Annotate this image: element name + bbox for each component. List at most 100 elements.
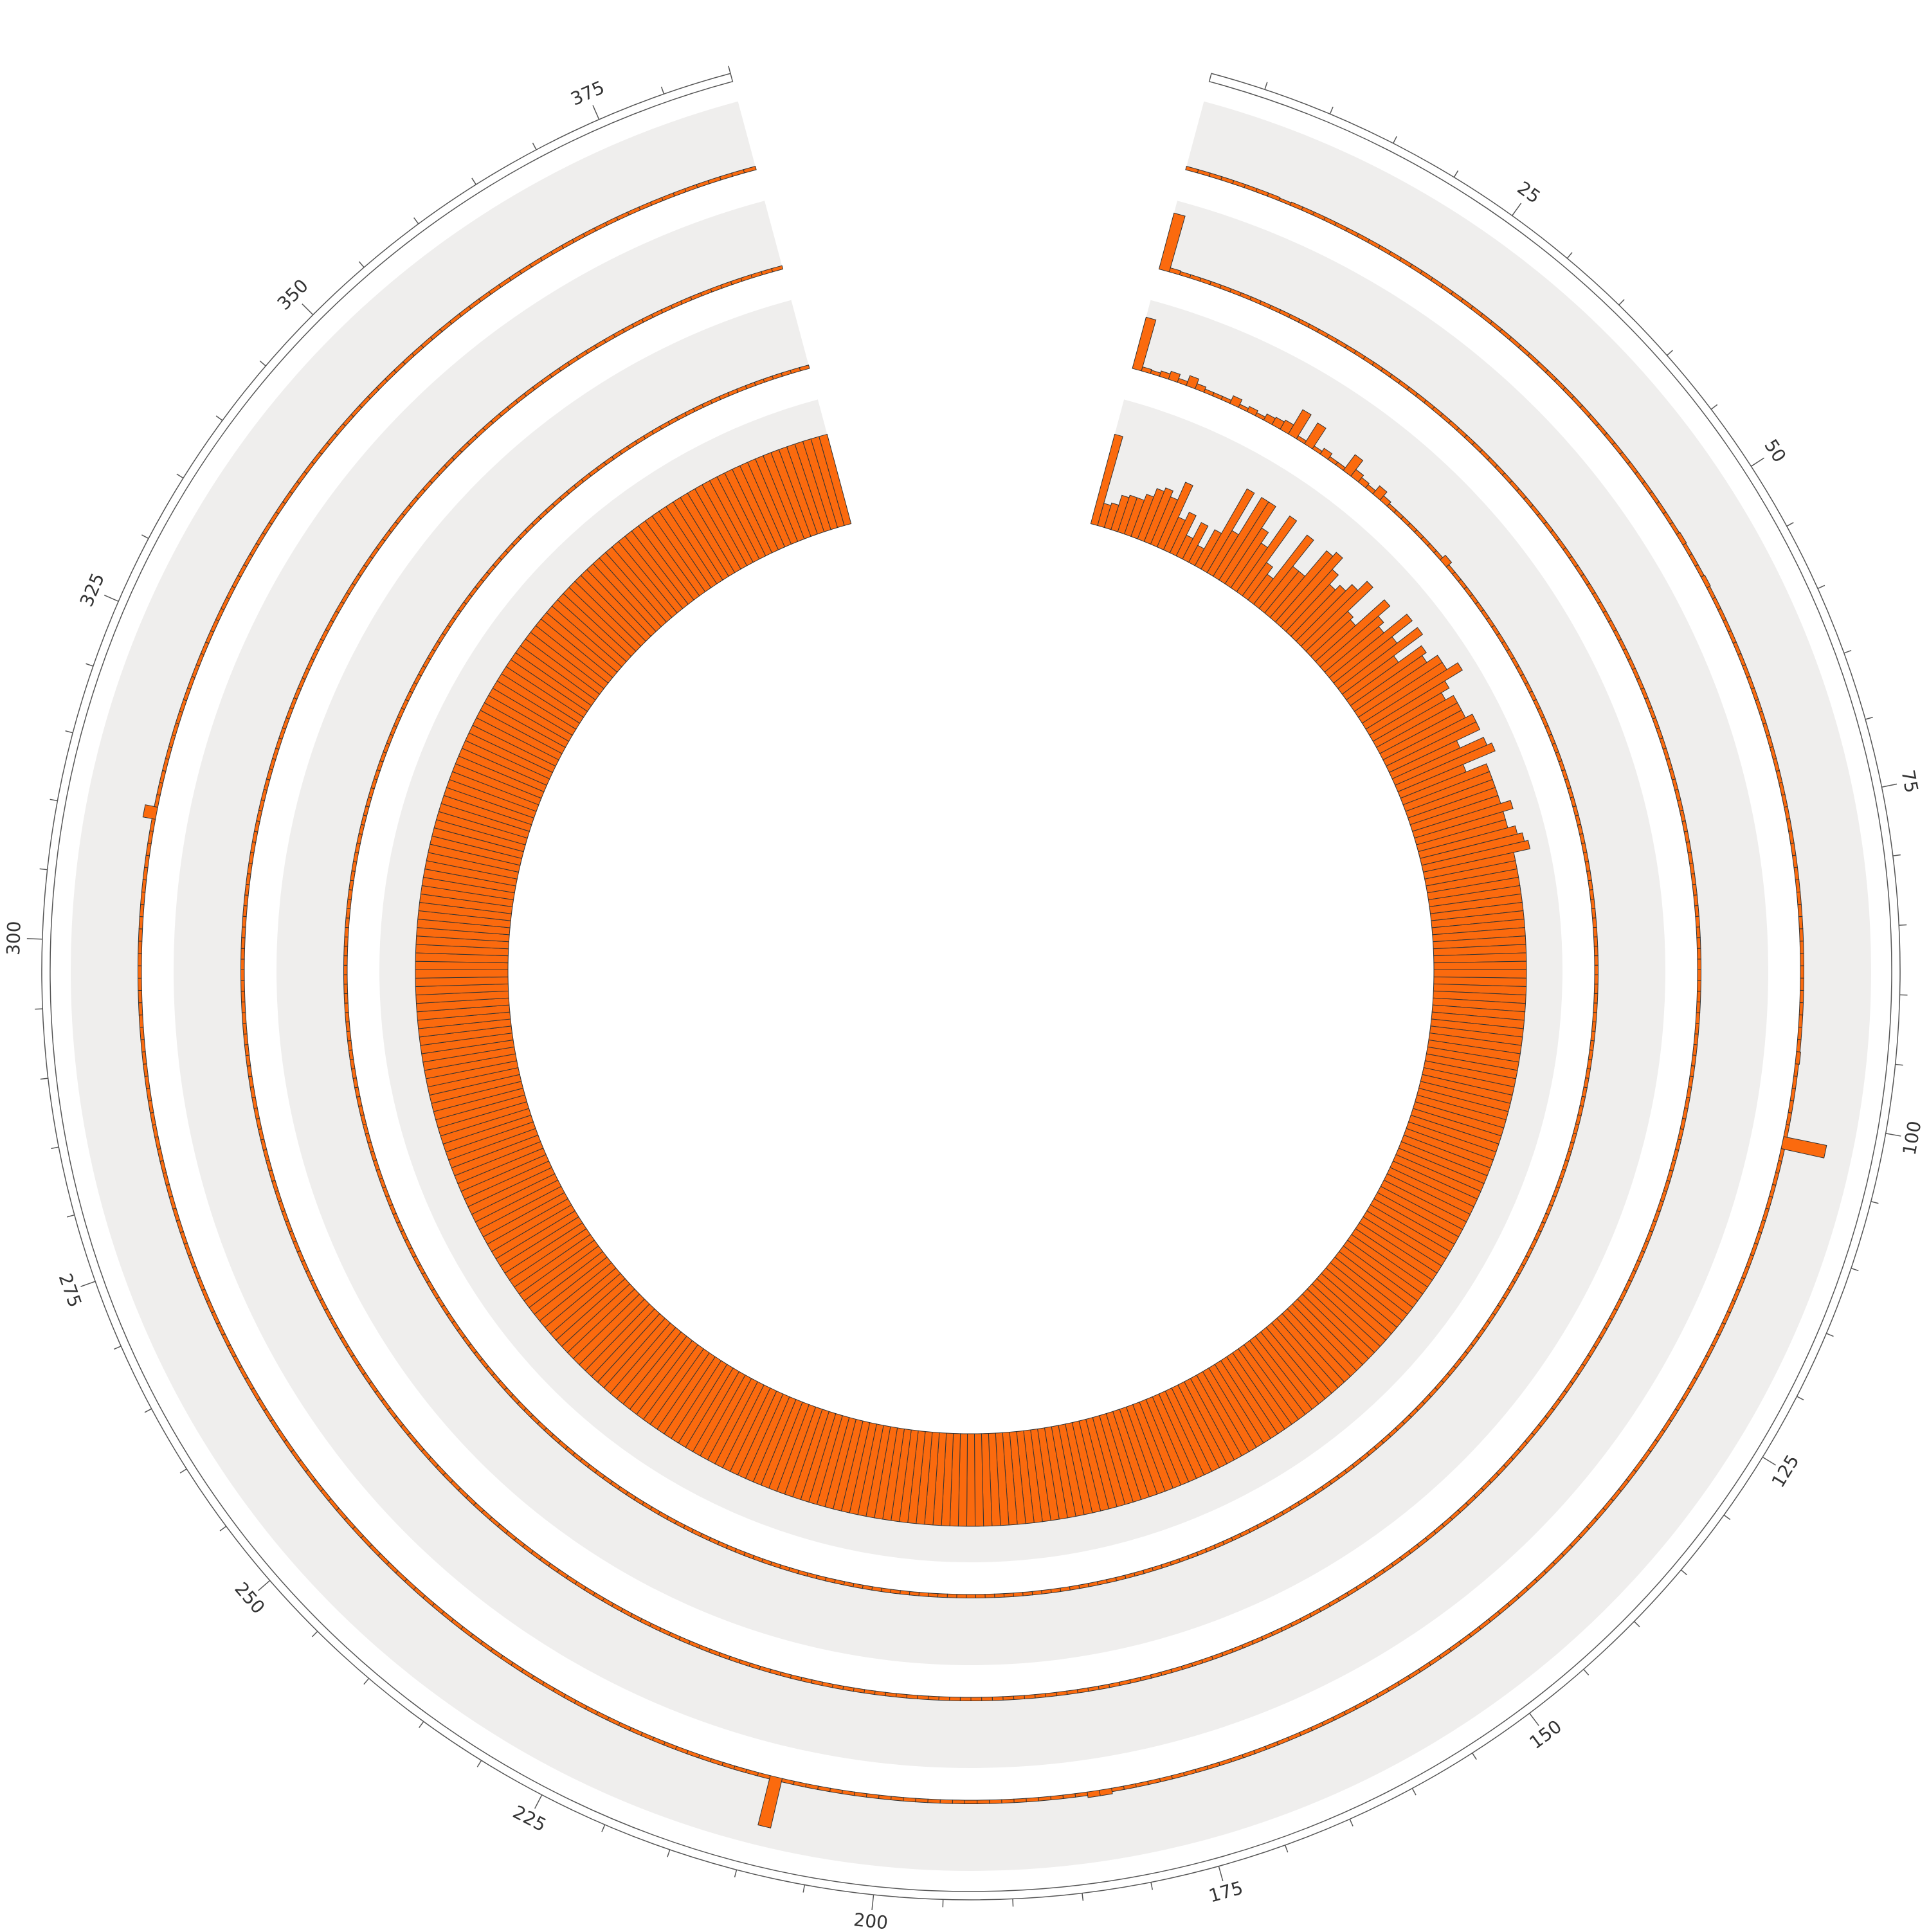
tick-label: 200 — [853, 1909, 889, 1929]
minor-tick — [1865, 718, 1873, 719]
bar — [1694, 1034, 1698, 1045]
major-tick — [1512, 203, 1521, 216]
bar — [960, 1697, 971, 1701]
bar — [1696, 1013, 1700, 1024]
major-tick — [258, 1580, 270, 1591]
major-tick — [1762, 1457, 1775, 1465]
bar — [1434, 961, 1526, 970]
bar — [1014, 1798, 1026, 1803]
minor-tick — [359, 262, 364, 267]
bar — [907, 1695, 918, 1699]
tick-label: 325 — [76, 570, 109, 609]
bar — [245, 884, 249, 895]
bar — [1593, 1003, 1597, 1013]
minor-tick — [1393, 136, 1397, 143]
ring-tracks — [71, 102, 1871, 1871]
minor-tick — [1567, 253, 1572, 258]
bar — [1692, 1045, 1697, 1056]
bar — [1698, 980, 1701, 991]
bar — [1013, 1695, 1024, 1700]
minor-tick — [1151, 1882, 1152, 1890]
minor-tick — [667, 1850, 670, 1857]
bar — [1591, 899, 1595, 908]
major-tick — [1218, 1866, 1222, 1881]
minor-tick — [1826, 1333, 1833, 1337]
bar — [939, 1697, 950, 1701]
bar — [344, 993, 348, 1003]
bar — [947, 1594, 957, 1598]
bar — [138, 929, 142, 941]
bar — [916, 1798, 928, 1803]
minor-tick — [1584, 1669, 1589, 1675]
tick-label: 225 — [509, 1801, 550, 1836]
major-tick — [1530, 1713, 1539, 1726]
bar — [138, 1002, 142, 1015]
bar — [141, 1040, 145, 1052]
bar — [1035, 1693, 1046, 1698]
minor-tick — [1787, 523, 1794, 527]
ring-track-4 — [379, 399, 1562, 1562]
minor-tick — [1797, 1396, 1804, 1400]
major-tick — [81, 1281, 96, 1286]
bar — [344, 975, 348, 984]
tick-label: 175 — [1206, 1877, 1245, 1907]
bar — [1799, 929, 1803, 941]
minor-tick — [1634, 1621, 1640, 1627]
minor-tick — [180, 1469, 186, 1473]
bar — [1032, 1591, 1042, 1595]
bar — [1026, 1798, 1038, 1802]
minor-tick — [803, 1885, 804, 1893]
minor-tick — [364, 1679, 369, 1684]
minor-tick — [216, 416, 222, 420]
minor-tick — [477, 1760, 481, 1767]
bar — [1800, 990, 1804, 1002]
major-tick — [104, 595, 118, 602]
minor-tick — [1871, 1202, 1879, 1204]
bar — [1697, 948, 1701, 959]
bar — [1698, 959, 1701, 970]
bar — [242, 927, 246, 938]
tick-label: 275 — [55, 1270, 86, 1310]
bar — [990, 1800, 1002, 1803]
bar — [1591, 908, 1596, 918]
minor-tick — [1330, 107, 1333, 114]
bar — [344, 937, 348, 946]
tick-label: 375 — [568, 77, 608, 110]
tick-label: 50 — [1760, 435, 1790, 466]
bar — [345, 1013, 350, 1022]
minor-tick — [1350, 1819, 1353, 1826]
bar — [1797, 892, 1801, 905]
minor-tick — [532, 143, 536, 150]
bar — [957, 1594, 966, 1598]
minor-tick — [1454, 170, 1458, 177]
bar — [1799, 1002, 1803, 1015]
minor-tick — [1711, 404, 1717, 409]
bar — [241, 970, 245, 980]
tick-label: 300 — [3, 921, 25, 956]
minor-tick — [602, 1825, 605, 1832]
bar — [1595, 956, 1598, 966]
bar — [1798, 1015, 1803, 1027]
bar — [1800, 978, 1804, 990]
bar — [415, 970, 508, 978]
major-tick — [872, 1895, 874, 1910]
minor-tick — [114, 1346, 121, 1350]
bar — [139, 916, 143, 928]
minor-tick — [1851, 1268, 1858, 1271]
minor-tick — [312, 1631, 317, 1637]
tick-label: 25 — [1514, 177, 1544, 208]
minor-tick — [50, 799, 58, 800]
minor-tick — [67, 1215, 75, 1217]
minor-tick — [1844, 651, 1851, 653]
bar — [348, 890, 352, 899]
bar — [966, 1594, 976, 1598]
bar — [1024, 1695, 1035, 1699]
bar — [345, 918, 350, 928]
bar — [919, 1593, 928, 1597]
bar — [1695, 1023, 1699, 1034]
minor-tick — [662, 87, 664, 94]
bar — [1800, 966, 1804, 978]
bar — [1798, 1027, 1802, 1040]
